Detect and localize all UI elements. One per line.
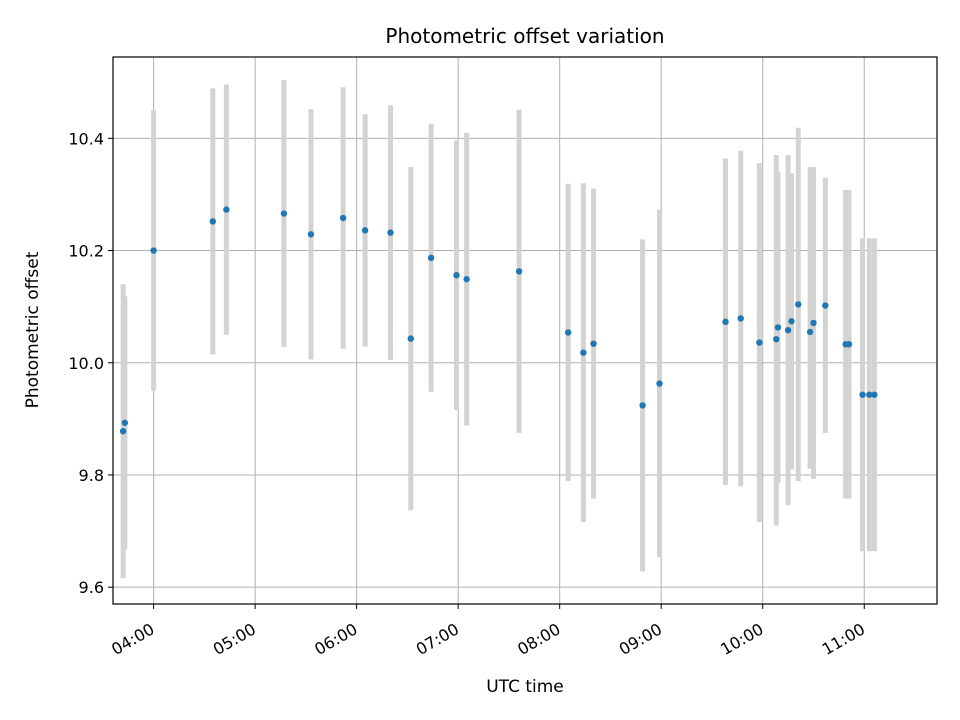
x-tick-label: 06:00 xyxy=(311,619,360,659)
data-point xyxy=(223,206,230,213)
data-point xyxy=(307,231,315,238)
data-point xyxy=(515,268,523,275)
data-point xyxy=(590,340,597,347)
y-tick-label: 10.0 xyxy=(68,354,104,373)
y-tick-label: 9.8 xyxy=(79,466,104,485)
chart-title: Photometric offset variation xyxy=(385,24,664,48)
data-point xyxy=(656,380,663,387)
x-tick-label: 07:00 xyxy=(413,619,462,659)
data-point xyxy=(866,391,873,398)
data-point xyxy=(339,214,347,222)
data-point xyxy=(361,227,369,234)
data-point xyxy=(564,329,572,336)
x-tick-label: 08:00 xyxy=(514,619,563,659)
data-point xyxy=(119,428,127,435)
data-points xyxy=(119,206,878,435)
data-point xyxy=(756,339,763,346)
data-point xyxy=(773,335,780,343)
error-bars xyxy=(120,80,877,579)
data-point xyxy=(784,327,792,334)
y-tick-label: 9.6 xyxy=(79,578,104,597)
data-point xyxy=(453,272,460,279)
x-axis-ticks: 04:00 05:00 06:00 07:00 08:00 09:00 10:00 11:00 xyxy=(108,604,868,659)
y-tick-label: 10.4 xyxy=(68,129,104,148)
y-tick-label: 10.2 xyxy=(68,242,104,261)
data-point xyxy=(795,301,802,308)
data-point xyxy=(788,318,795,325)
y-axis-label: Photometric offset xyxy=(23,251,43,408)
data-point xyxy=(387,229,394,236)
x-tick-label: 05:00 xyxy=(210,619,259,659)
data-point xyxy=(822,302,829,309)
data-point xyxy=(722,318,729,326)
data-point xyxy=(463,275,470,283)
data-point xyxy=(774,324,782,331)
x-tick-label: 04:00 xyxy=(108,619,157,659)
data-point xyxy=(737,315,744,322)
plot-frame xyxy=(112,56,938,605)
x-tick-label: 09:00 xyxy=(616,619,665,659)
data-point xyxy=(871,391,878,398)
data-point xyxy=(845,341,853,348)
data-point xyxy=(407,335,414,342)
x-tick-label: 11:00 xyxy=(819,619,868,659)
data-point xyxy=(806,328,814,336)
data-point xyxy=(639,402,646,409)
y-axis-ticks: 9.6 9.8 10.0 10.2 10.4 xyxy=(68,129,113,597)
data-point xyxy=(580,349,587,356)
data-point xyxy=(859,391,866,398)
data-point xyxy=(121,419,129,426)
data-point xyxy=(280,210,288,217)
data-point xyxy=(209,218,217,225)
data-point xyxy=(427,254,435,262)
data-point xyxy=(810,319,817,327)
data-point xyxy=(150,247,157,254)
x-axis-label: UTC time xyxy=(486,677,564,697)
x-tick-label: 10:00 xyxy=(717,619,766,659)
